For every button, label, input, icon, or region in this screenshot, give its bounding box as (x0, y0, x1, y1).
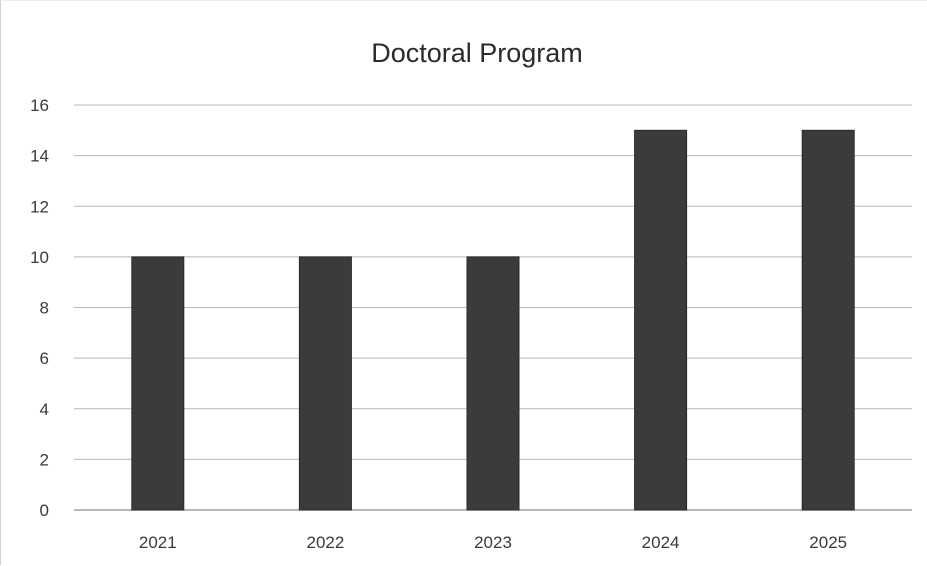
y-axis-tick-labels: 0 2 4 6 8 10 12 14 16 (30, 96, 49, 520)
x-tick-label: 2023 (474, 533, 512, 552)
bar-2025 (801, 129, 855, 511)
x-tick-label: 2024 (642, 533, 680, 552)
y-tick-label: 4 (40, 400, 49, 419)
bar-2022 (298, 256, 352, 511)
y-tick-label: 16 (30, 96, 49, 115)
x-tick-label: 2021 (139, 533, 177, 552)
bars (131, 129, 855, 511)
y-tick-label: 8 (40, 299, 49, 318)
bar-2021 (131, 256, 185, 511)
y-tick-label: 14 (30, 147, 49, 166)
y-tick-label: 0 (40, 501, 49, 520)
y-tick-label: 12 (30, 197, 49, 216)
bar-2023 (466, 256, 520, 511)
x-tick-label: 2022 (306, 533, 344, 552)
x-tick-label: 2025 (809, 533, 847, 552)
y-tick-label: 10 (30, 248, 49, 267)
y-tick-label: 6 (40, 349, 49, 368)
y-tick-label: 2 (40, 450, 49, 469)
bar-2024 (634, 129, 688, 511)
x-axis-tick-labels: 2021 2022 2023 2024 2025 (139, 533, 847, 552)
chart-title: Doctoral Program (371, 38, 583, 68)
